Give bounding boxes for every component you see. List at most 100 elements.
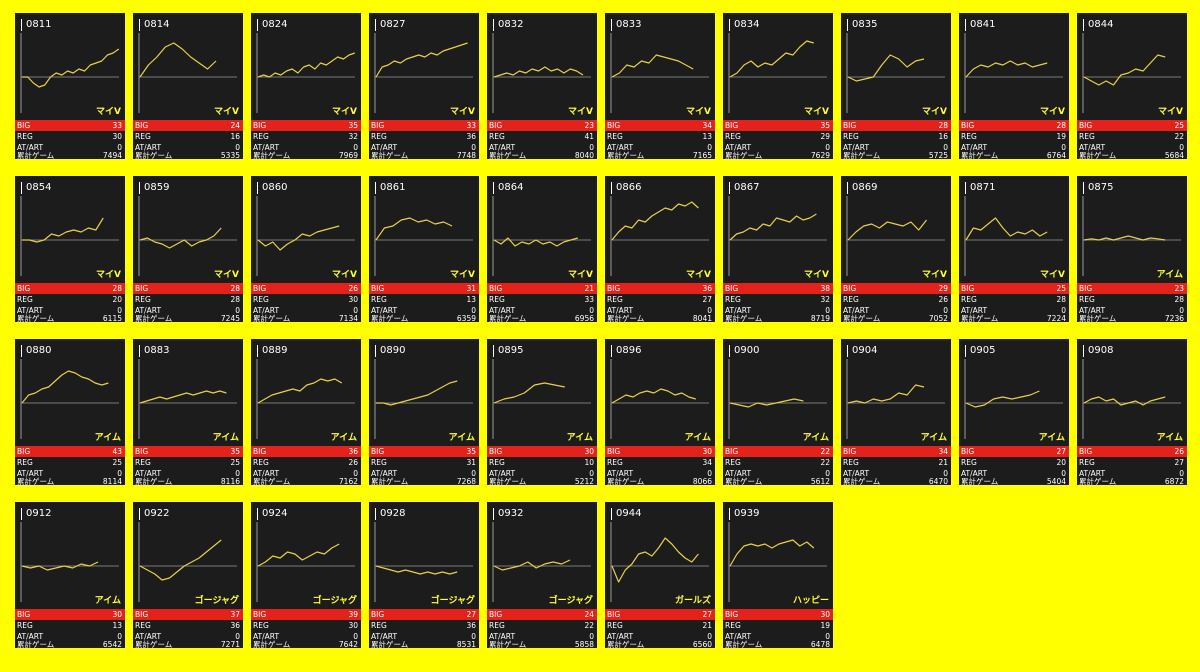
games-label: 累計ゲーム xyxy=(607,151,645,160)
big-value: 37 xyxy=(230,610,240,619)
machine-card[interactable]: 0883 アイム BIG 35 REG 25 AT/ART 0 累計ゲーム 81… xyxy=(133,339,243,485)
machine-card[interactable]: 0939 ハッピー BIG 30 REG 19 AT/ART 0 累計ゲーム 6… xyxy=(723,502,833,648)
games-label: 累計ゲーム xyxy=(607,477,645,486)
trend-chart xyxy=(728,359,827,439)
trend-chart xyxy=(964,359,1063,439)
big-label: BIG xyxy=(725,284,739,293)
reg-row: REG 27 xyxy=(605,294,715,305)
reg-row: REG 29 xyxy=(723,131,833,142)
machine-card[interactable]: 0814 マイV BIG 24 REG 16 AT/ART 0 累計ゲーム 53… xyxy=(133,13,243,159)
at-label: AT/ART xyxy=(371,632,398,641)
big-label: BIG xyxy=(17,284,31,293)
machine-card[interactable]: 0890 アイム BIG 35 REG 31 AT/ART 0 累計ゲーム 72… xyxy=(369,339,479,485)
machine-card[interactable]: 0835 マイV BIG 28 REG 16 AT/ART 0 累計ゲーム 57… xyxy=(841,13,951,159)
machine-card[interactable]: 0832 マイV BIG 23 REG 41 AT/ART 0 累計ゲーム 80… xyxy=(487,13,597,159)
machine-number: 0861 xyxy=(375,182,405,194)
machine-card[interactable]: 0932 ゴージャグ BIG 24 REG 22 AT/ART 0 累計ゲーム … xyxy=(487,502,597,648)
machine-card[interactable]: 0904 アイム BIG 34 REG 21 AT/ART 0 累計ゲーム 64… xyxy=(841,339,951,485)
machine-card[interactable]: 0833 マイV BIG 34 REG 13 AT/ART 0 累計ゲーム 71… xyxy=(605,13,715,159)
games-label: 累計ゲーム xyxy=(135,477,173,486)
at-value: 0 xyxy=(825,306,830,315)
big-value: 29 xyxy=(938,284,948,293)
at-label: AT/ART xyxy=(725,306,752,315)
machine-card[interactable]: 0811 マイV BIG 33 REG 30 AT/ART 0 累計ゲーム 74… xyxy=(15,13,125,159)
reg-value: 13 xyxy=(112,621,122,630)
games-label: 累計ゲーム xyxy=(489,151,527,160)
machine-card[interactable]: 0875 アイム BIG 23 REG 28 AT/ART 0 累計ゲーム 72… xyxy=(1077,176,1187,322)
machine-card[interactable]: 0866 マイV BIG 36 REG 27 AT/ART 0 累計ゲーム 80… xyxy=(605,176,715,322)
machine-card[interactable]: 0922 ゴージャグ BIG 37 REG 36 AT/ART 0 累計ゲーム … xyxy=(133,502,243,648)
at-value: 0 xyxy=(707,306,712,315)
big-row: BIG 28 xyxy=(133,283,243,294)
machine-card[interactable]: 0905 アイム BIG 27 REG 20 AT/ART 0 累計ゲーム 54… xyxy=(959,339,1069,485)
machine-card[interactable]: 0871 マイV BIG 25 REG 28 AT/ART 0 累計ゲーム 72… xyxy=(959,176,1069,322)
trend-chart xyxy=(1082,33,1181,113)
machine-card[interactable]: 0864 マイV BIG 21 REG 33 AT/ART 0 累計ゲーム 69… xyxy=(487,176,597,322)
machine-card[interactable]: 0895 アイム BIG 30 REG 10 AT/ART 0 累計ゲーム 52… xyxy=(487,339,597,485)
machine-card[interactable]: 0827 マイV BIG 33 REG 36 AT/ART 0 累計ゲーム 77… xyxy=(369,13,479,159)
machine-card[interactable]: 0924 ゴージャグ BIG 39 REG 30 AT/ART 0 累計ゲーム … xyxy=(251,502,361,648)
big-value: 33 xyxy=(466,121,476,130)
big-label: BIG xyxy=(489,284,503,293)
machine-card[interactable]: 0928 ゴージャグ BIG 27 REG 36 AT/ART 0 累計ゲーム … xyxy=(369,502,479,648)
machine-card[interactable]: 0841 マイV BIG 28 REG 19 AT/ART 0 累計ゲーム 67… xyxy=(959,13,1069,159)
trend-line xyxy=(611,201,699,241)
games-label: 累計ゲーム xyxy=(607,314,645,323)
machine-number: 0890 xyxy=(375,345,405,357)
at-row: AT/ART 0 xyxy=(959,305,1069,316)
machine-number: 0924 xyxy=(257,508,287,520)
games-value: 8719 xyxy=(810,314,830,323)
at-row: AT/ART 0 xyxy=(487,631,597,642)
machine-number: 0833 xyxy=(611,19,641,31)
big-value: 24 xyxy=(230,121,240,130)
reg-row: REG 21 xyxy=(605,620,715,631)
machine-card[interactable]: 0867 マイV BIG 38 REG 32 AT/ART 0 累計ゲーム 87… xyxy=(723,176,833,322)
trend-chart xyxy=(964,196,1063,276)
machine-card[interactable]: 0900 アイム BIG 22 REG 22 AT/ART 0 累計ゲーム 56… xyxy=(723,339,833,485)
reg-label: REG xyxy=(607,621,623,630)
at-value: 0 xyxy=(117,143,122,152)
big-row: BIG 28 xyxy=(15,283,125,294)
machine-card[interactable]: 0896 アイム BIG 30 REG 34 AT/ART 0 累計ゲーム 80… xyxy=(605,339,715,485)
at-value: 0 xyxy=(825,469,830,478)
machine-number: 0834 xyxy=(729,19,759,31)
machine-number: 0905 xyxy=(965,345,995,357)
at-row: AT/ART 0 xyxy=(15,305,125,316)
machine-number: 0883 xyxy=(139,345,169,357)
machine-card[interactable]: 0869 マイV BIG 29 REG 26 AT/ART 0 累計ゲーム 70… xyxy=(841,176,951,322)
big-row: BIG 33 xyxy=(369,120,479,131)
machine-type: ゴージャグ xyxy=(312,596,357,606)
games-row: 累計ゲーム 7224 xyxy=(959,315,1069,323)
machine-card[interactable]: 0912 アイム BIG 30 REG 13 AT/ART 0 累計ゲーム 65… xyxy=(15,502,125,648)
big-value: 27 xyxy=(1056,447,1066,456)
machine-card[interactable]: 0834 マイV BIG 35 REG 29 AT/ART 0 累計ゲーム 76… xyxy=(723,13,833,159)
big-label: BIG xyxy=(371,121,385,130)
reg-label: REG xyxy=(17,458,33,467)
machine-card[interactable]: 0908 アイム BIG 26 REG 27 AT/ART 0 累計ゲーム 68… xyxy=(1077,339,1187,485)
at-value: 0 xyxy=(825,632,830,641)
machine-card[interactable]: 0889 アイム BIG 36 REG 26 AT/ART 0 累計ゲーム 71… xyxy=(251,339,361,485)
trend-chart xyxy=(20,359,119,439)
machine-card[interactable]: 0861 マイV BIG 31 REG 13 AT/ART 0 累計ゲーム 63… xyxy=(369,176,479,322)
machine-card[interactable]: 0854 マイV BIG 28 REG 20 AT/ART 0 累計ゲーム 61… xyxy=(15,176,125,322)
trend-line xyxy=(847,384,925,404)
reg-value: 27 xyxy=(702,295,712,304)
machine-card[interactable]: 0880 アイム BIG 43 REG 25 AT/ART 0 累計ゲーム 81… xyxy=(15,339,125,485)
reg-value: 25 xyxy=(230,458,240,467)
at-row: AT/ART 0 xyxy=(15,468,125,479)
reg-value: 16 xyxy=(230,132,240,141)
at-label: AT/ART xyxy=(843,469,870,478)
games-label: 累計ゲーム xyxy=(843,151,881,160)
machine-card[interactable]: 0859 マイV BIG 28 REG 28 AT/ART 0 累計ゲーム 72… xyxy=(133,176,243,322)
big-label: BIG xyxy=(961,121,975,130)
machine-card[interactable]: 0824 マイV BIG 35 REG 32 AT/ART 0 累計ゲーム 79… xyxy=(251,13,361,159)
at-row: AT/ART 0 xyxy=(723,142,833,153)
machine-card[interactable]: 0860 マイV BIG 26 REG 30 AT/ART 0 累計ゲーム 71… xyxy=(251,176,361,322)
machine-card[interactable]: 0944 ガールズ BIG 27 REG 21 AT/ART 0 累計ゲーム 6… xyxy=(605,502,715,648)
games-label: 累計ゲーム xyxy=(843,477,881,486)
machine-card[interactable]: 0844 マイV BIG 25 REG 22 AT/ART 0 累計ゲーム 56… xyxy=(1077,13,1187,159)
at-row: AT/ART 0 xyxy=(959,468,1069,479)
games-row: 累計ゲーム 5404 xyxy=(959,478,1069,486)
trend-line xyxy=(375,42,468,78)
